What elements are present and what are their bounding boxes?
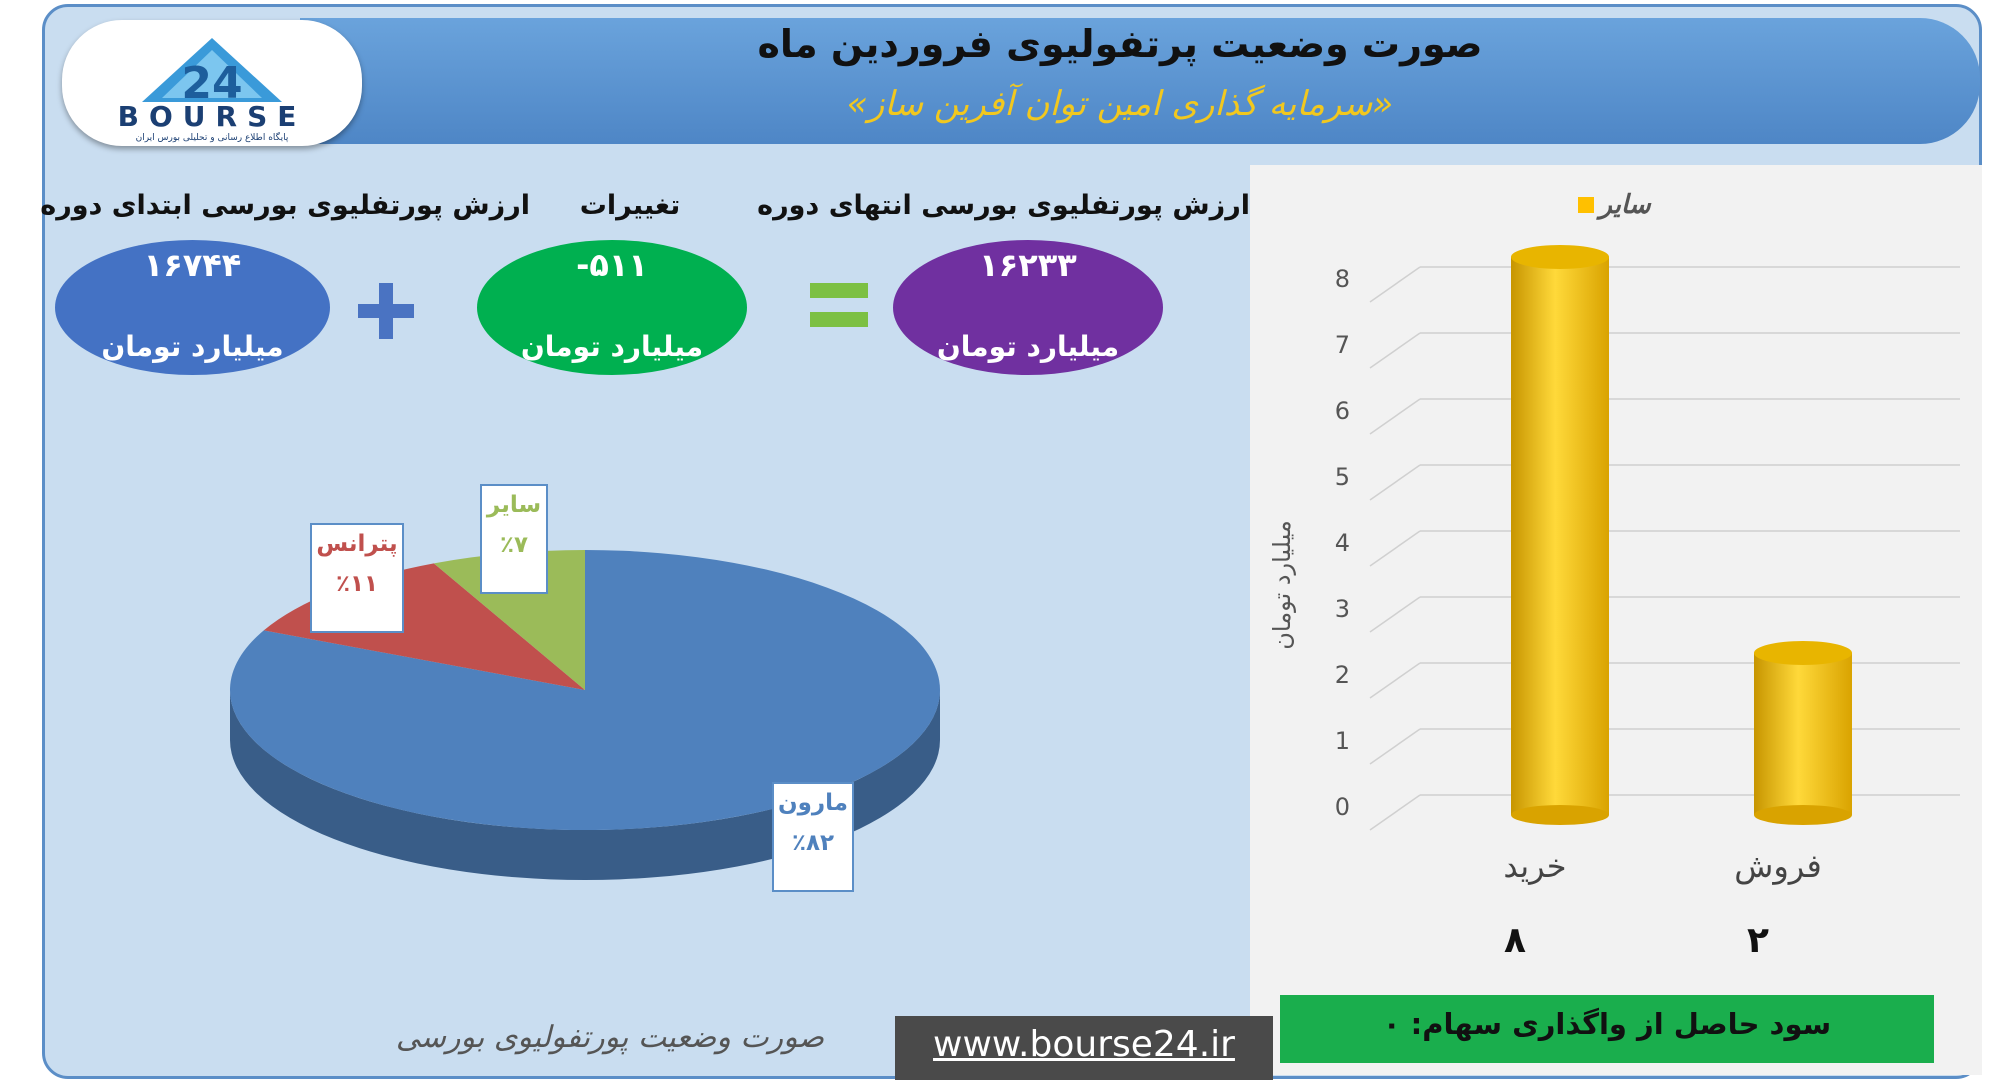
end-value-unit: میلیارد تومان [936,330,1120,363]
end-value-oval: ۱۶۲۳۳ میلیارد تومان [893,240,1163,375]
pie-label-petrans-name: پترانس [316,531,398,557]
profit-text: سود حاصل از واگذاری سهام: ۰ [1382,1007,1832,1041]
pie-label-maroon: مارون ٪۸۲ [772,782,854,892]
pie-slice-0 [229,550,940,830]
legend-swatch [1578,197,1594,213]
pie-label-other-value: ٪۷ [499,532,529,558]
bar-value-label-0: ۸ [1504,920,1526,961]
grid-diag-7 [1369,332,1421,369]
page-subtitle: «سرمایه گذاری امین توان آفرین ساز» [846,84,1394,124]
website-link[interactable]: www.bourse24.ir [933,1024,1235,1065]
y-tick-0: 0 [1335,793,1350,821]
bar-chart: 0 1 2 3 4 5 6 7 8 خرید ۸ فروش ۲ سایر میلیارد تومان [1268,190,1960,961]
change-number: -۵۱۱ [576,246,648,284]
y-tick-8: 8 [1335,265,1350,293]
grid-diag-4 [1369,530,1421,567]
end-value-label: ارزش پورتفلیوی بورسی انتهای دوره [757,190,1250,221]
grid-diag-0 [1369,794,1421,831]
pie-caption: صورت وضعیت پورتفولیوی بورسی [395,1020,825,1055]
bar-0 [1511,257,1609,815]
grid-diag-6 [1369,398,1421,435]
category-label-0: خرید [1503,847,1566,885]
grid-diag-5 [1369,464,1421,501]
logo-wordmark: BOURSE [118,100,307,133]
pie-label-petrans: پترانس ٪۱۱ [310,523,404,633]
grid-diag-8 [1369,266,1421,303]
y-tick-6: 6 [1335,397,1350,425]
end-value-number: ۱۶۲۳۳ [979,246,1077,284]
pie-chart-side [230,690,940,880]
pie-side-0 [230,690,940,880]
bar-1 [1754,653,1852,815]
y-axis-label: میلیارد تومان [1268,520,1296,649]
y-tick-1: 1 [1335,727,1350,755]
page-title: صورت وضعیت پرتفولیوی فروردین ماه [757,22,1483,66]
grid-diag-2 [1369,662,1421,699]
website-box [895,1016,1273,1080]
bar-base-1 [1754,805,1852,825]
bar-chart-bars [1511,245,1852,825]
start-value-label: ارزش پورتفلیوی بورسی ابتدای دوره [40,190,530,221]
bar-value-label-1: ۲ [1747,920,1769,961]
pie-label-other: سایر ٪۷ [480,484,548,594]
bar-chart-categories: خرید ۸ فروش ۲ [1503,847,1821,961]
y-tick-5: 5 [1335,463,1350,491]
pie-label-petrans-value: ٪۱۱ [335,571,379,597]
change-unit: میلیارد تومان [520,330,704,363]
logo-tagline: پایگاه اطلاع رسانی و تحلیلی بورس ایران [136,131,289,143]
profit-bar [1280,995,1934,1063]
bar-chart-grid [1369,266,1960,831]
bar-chart-panel [1250,165,1982,1075]
start-value-number: ۱۶۷۴۴ [143,246,242,284]
y-tick-7: 7 [1335,331,1350,359]
category-label-1: فروش [1734,847,1821,885]
bar-chart-y-ticks: 0 1 2 3 4 5 6 7 8 [1335,265,1350,821]
bar-top-1 [1754,641,1852,665]
change-oval: -۵۱۱ میلیارد تومان [477,240,747,375]
plus-sign [358,283,414,339]
start-value-unit: میلیارد تومان [101,330,284,363]
pie-label-other-name: سایر [486,492,542,518]
change-label: تغییرات [579,190,681,221]
grid-diag-1 [1369,728,1421,765]
grid-diag-3 [1369,596,1421,633]
start-value-oval: ۱۶۷۴۴ میلیارد تومان [55,240,330,375]
y-tick-4: 4 [1335,529,1350,557]
title-band [300,18,1980,144]
y-tick-3: 3 [1335,595,1350,623]
bar-top-0 [1511,245,1609,269]
pie-label-maroon-name: مارون [777,790,849,816]
pie-label-maroon-value: ٪۸۲ [791,830,835,856]
legend-label: سایر [1595,190,1652,220]
bar-base-0 [1511,805,1609,825]
logo-number: 24 [181,58,242,109]
y-tick-2: 2 [1335,661,1350,689]
bourse24-logo: 24 BOURSE پایگاه اطلاع رسانی و تحلیلی بو… [62,20,362,146]
